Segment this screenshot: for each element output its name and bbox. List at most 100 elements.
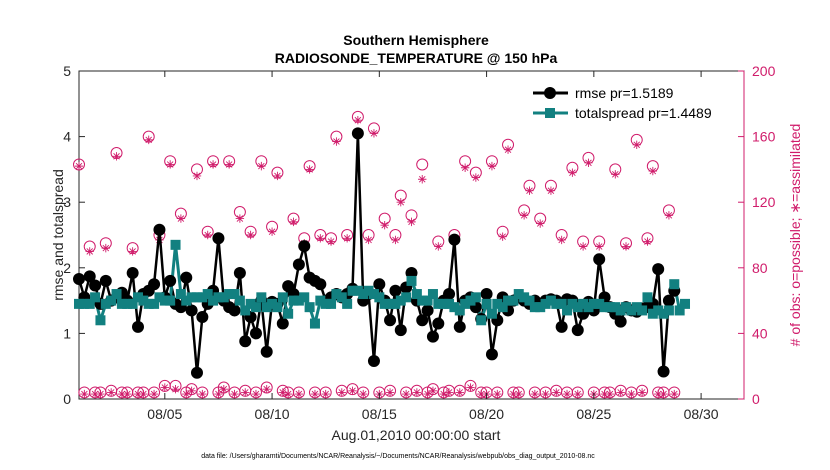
totalspread-point xyxy=(540,298,551,309)
totalspread-point xyxy=(106,295,117,306)
totalspread-point xyxy=(100,298,111,309)
totalspread-point xyxy=(229,289,240,300)
obs-assimilated-point xyxy=(348,386,357,395)
legend-rmse-marker xyxy=(544,87,556,99)
obs-assimilated-point xyxy=(112,152,121,161)
totalspread-point xyxy=(631,302,642,313)
totalspread-point xyxy=(293,295,304,306)
rmse-point xyxy=(614,315,627,328)
rmse-point xyxy=(443,288,456,301)
totalspread-point xyxy=(583,302,594,313)
totalspread-point xyxy=(438,298,449,309)
obs-assimilated-point xyxy=(627,389,636,399)
totalspread-point xyxy=(240,305,251,316)
y-right-tick-label: 160 xyxy=(752,129,776,145)
obs-assimilated-point xyxy=(385,388,395,397)
obs-assimilated-point xyxy=(128,247,137,256)
obs-assimilated-point xyxy=(289,217,298,227)
obs-assimilated-point xyxy=(407,217,416,227)
x-tick-label: 08/15 xyxy=(362,406,397,422)
totalspread-point xyxy=(663,305,674,316)
rmse-point xyxy=(153,223,166,236)
obs-assimilated-point xyxy=(637,388,647,397)
rmse-point xyxy=(228,304,241,317)
obs-assimilated-point xyxy=(562,389,572,399)
totalspread-point xyxy=(191,292,202,303)
obs-assimilated-point xyxy=(595,242,604,251)
obs-assimilated-point xyxy=(423,389,432,399)
obs-assimilated-point xyxy=(208,160,218,169)
totalspread-point xyxy=(637,305,648,316)
totalspread-point xyxy=(621,302,632,313)
totalspread-point xyxy=(653,305,664,316)
totalspread-point xyxy=(84,298,95,309)
totalspread-point xyxy=(492,298,503,309)
obs-assimilated-point xyxy=(428,386,438,395)
chart-title: Southern Hemisphere xyxy=(343,32,489,48)
totalspread-point xyxy=(604,302,615,313)
obs-assimilated-point xyxy=(578,242,588,251)
totalspread-point xyxy=(486,308,497,319)
obs-assimilated-point xyxy=(568,168,577,177)
obs-assimilated-point xyxy=(471,173,481,182)
totalspread-point xyxy=(460,298,471,309)
x-tick-label: 08/30 xyxy=(684,406,719,422)
totalspread-point xyxy=(342,298,353,309)
totalspread-point xyxy=(513,289,524,300)
obs-assimilated-point xyxy=(326,237,336,246)
obs-assimilated-point xyxy=(144,135,153,145)
rmse-point xyxy=(555,320,568,333)
totalspread-point xyxy=(444,298,455,309)
obs-assimilated-point xyxy=(133,389,143,399)
obs-assimilated-point xyxy=(632,140,641,149)
x-axis: 08/05 08/10 08/15 08/20 08/25 08/30 xyxy=(147,71,719,422)
rmse-point xyxy=(453,320,466,333)
obs-assimilated-point xyxy=(257,161,266,171)
rmse-point xyxy=(351,127,364,140)
totalspread-point xyxy=(390,298,401,309)
obs-assimilated-point xyxy=(536,219,545,228)
rmse-point xyxy=(180,271,193,284)
obs-assimilated-point xyxy=(160,383,170,392)
y-left-tick-label: 2 xyxy=(63,260,71,276)
obs-assimilated-point xyxy=(364,235,373,245)
totalspread-point xyxy=(556,298,567,309)
totalspread-point xyxy=(272,302,283,313)
obs-assimilated-point xyxy=(117,389,127,399)
totalspread-point xyxy=(411,289,422,300)
legend: rmse pr=1.5189 totalspread pr=1.4489 xyxy=(528,79,740,127)
totalspread-point xyxy=(395,295,406,306)
rmse-point xyxy=(416,314,429,327)
obs-assimilated-point xyxy=(198,389,207,399)
x-tick-label: 08/20 xyxy=(469,406,504,422)
obs-assimilated-point xyxy=(541,389,550,399)
rmse-point xyxy=(662,294,675,307)
totalspread-point xyxy=(315,295,326,306)
totalspread-point xyxy=(497,302,508,313)
x-tick-label: 08/10 xyxy=(255,406,290,422)
legend-totalspread-label: totalspread pr=1.4489 xyxy=(575,105,712,121)
obs-assimilated-point xyxy=(214,389,223,399)
obs-assimilated-point xyxy=(176,214,186,223)
obs-assimilated-point xyxy=(203,230,212,240)
totalspread-point xyxy=(234,295,245,306)
totalspread-point xyxy=(594,298,605,309)
totalspread-point xyxy=(116,298,127,309)
obs-assimilated-point xyxy=(230,389,239,399)
totalspread-point xyxy=(127,298,138,309)
obs-assimilated-point xyxy=(310,389,320,399)
rmse-point xyxy=(148,278,161,291)
chart-subtitle: RADIOSONDE_TEMPERATURE @ 150 hPa xyxy=(275,50,558,66)
obs-assimilated-point xyxy=(380,220,389,230)
y-right-tick-label: 200 xyxy=(752,63,776,79)
rmse-point xyxy=(73,272,85,285)
obs-assimilated-point xyxy=(246,230,255,240)
y-left-tick-label: 1 xyxy=(63,325,71,341)
rmse-point xyxy=(164,274,177,287)
obs-assimilated-point xyxy=(418,175,427,184)
totalspread-point xyxy=(599,302,610,313)
legend-totalspread-marker xyxy=(545,108,555,118)
obs-assimilated-point xyxy=(493,389,502,399)
rmse-point xyxy=(394,324,407,337)
totalspread-point xyxy=(352,285,363,296)
